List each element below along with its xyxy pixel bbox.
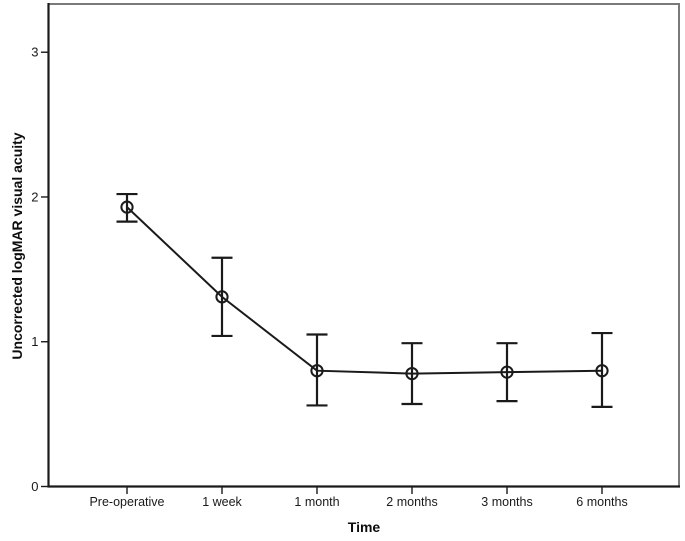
x-tick-label: 3 months (481, 495, 532, 509)
x-tick-label: Pre-operative (89, 495, 164, 509)
data-point-marker (500, 365, 514, 379)
x-axis-title: Time (347, 519, 381, 535)
data-point-marker (120, 200, 134, 214)
x-tick-label: 6 months (576, 495, 627, 509)
data-point-marker (405, 366, 419, 381)
y-tick-label: 2 (31, 189, 38, 204)
y-tick-label: 3 (31, 45, 38, 60)
data-point-marker (595, 364, 609, 378)
data-point-marker (310, 364, 324, 378)
x-tick-label: 1 month (294, 495, 339, 509)
trend-line (126, 206, 603, 375)
data-point-marker (215, 290, 229, 304)
x-tick-label: 2 months (386, 495, 437, 509)
y-tick-label: 0 (31, 479, 38, 494)
y-axis-title: Uncorrected logMAR visual acuity (9, 132, 25, 360)
x-tick-label: 1 week (202, 495, 242, 509)
y-tick-label: 1 (31, 334, 38, 349)
